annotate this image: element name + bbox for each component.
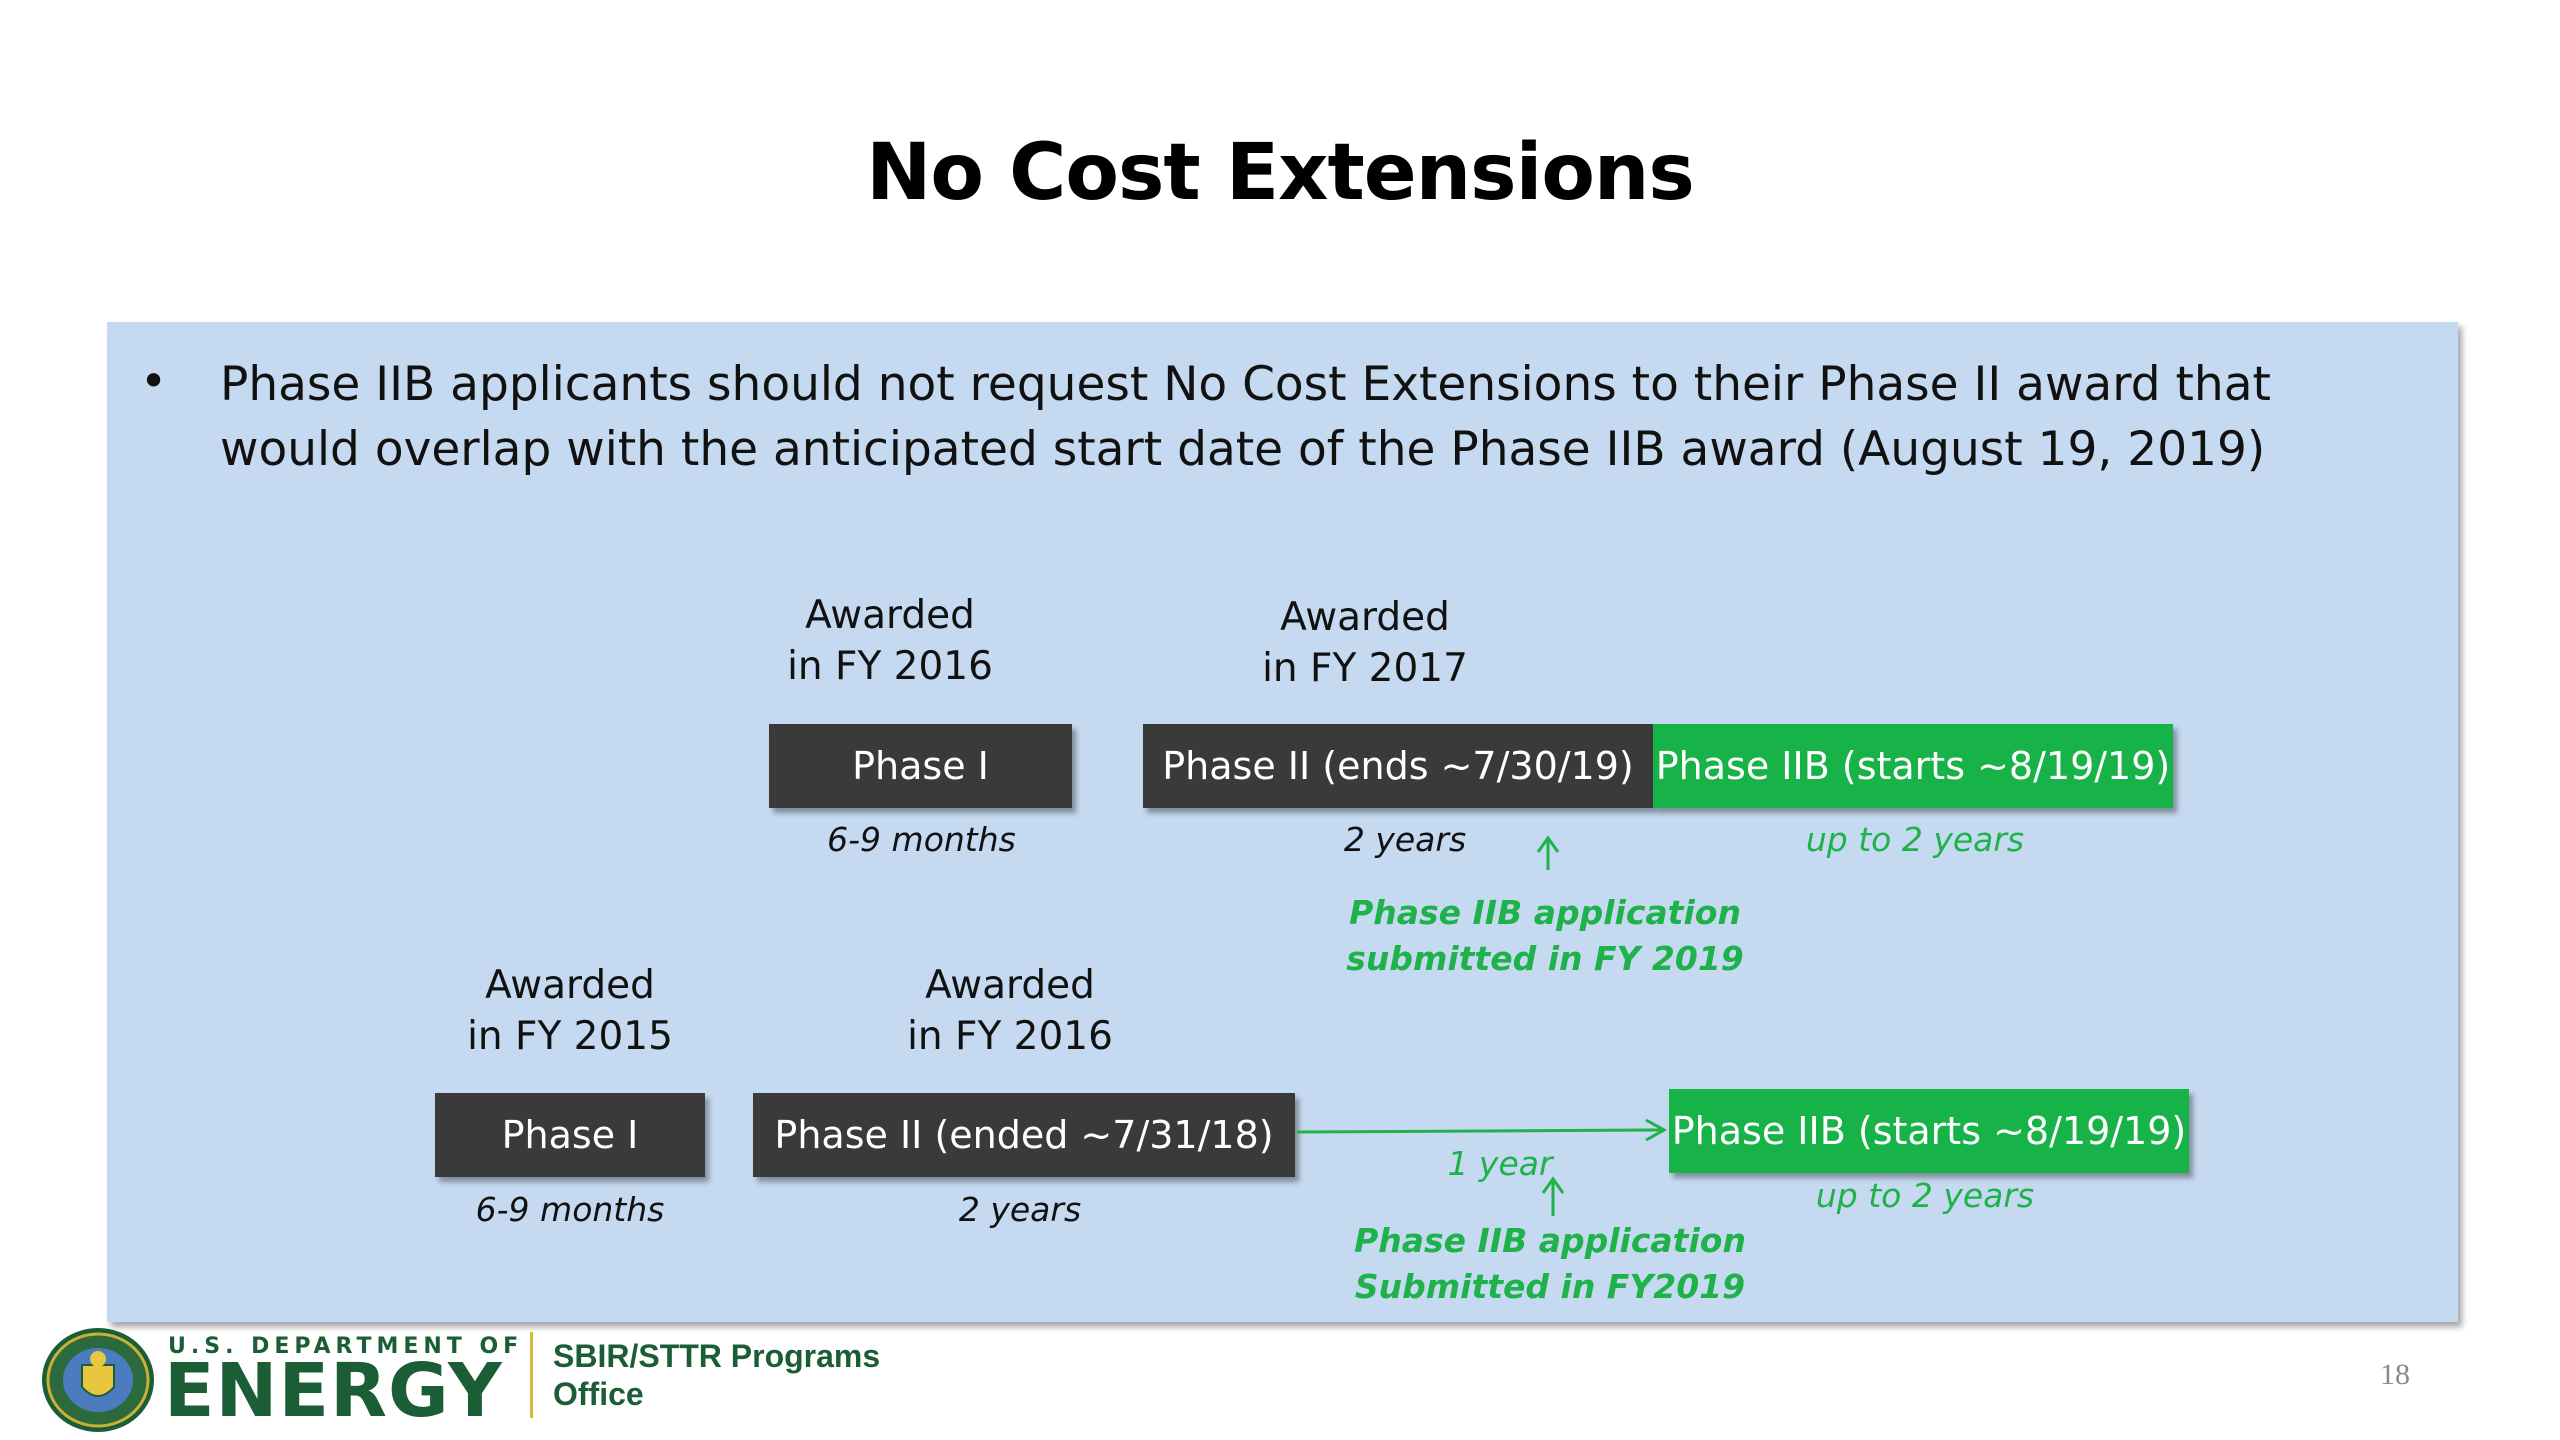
dept-of-label: U.S. DEPARTMENT OF xyxy=(168,1334,524,1359)
row2-gap-label: 1 year xyxy=(1447,1144,1553,1183)
slide-title: No Cost Extensions xyxy=(866,128,1695,218)
page-number: 18 xyxy=(2380,1358,2410,1391)
row2-phase2-duration: 2 years xyxy=(958,1190,1082,1229)
row1-phase2-awarded-label: Awarded in FY 2017 xyxy=(1262,595,1468,691)
footer-divider xyxy=(530,1332,533,1418)
energy-wordmark: ENERGY xyxy=(164,1348,503,1434)
row2-phase1-awarded-label: Awarded in FY 2015 xyxy=(467,963,673,1059)
row2-phase2b-box: Phase IIB (starts ~8/19/19) xyxy=(1669,1089,2189,1173)
row1-phase1-duration: 6-9 months xyxy=(827,820,1016,859)
row1-application-note: Phase IIB application submitted in FY 20… xyxy=(1346,893,1744,978)
row1-phase1-box: Phase I xyxy=(769,724,1072,808)
row1-phase1-awarded-label: Awarded in FY 2016 xyxy=(787,593,993,689)
row2-phase2-awarded-label: Awarded in FY 2016 xyxy=(907,963,1113,1059)
row2-application-note: Phase IIB application Submitted in FY201… xyxy=(1354,1221,1746,1306)
row1-phase2b-duration: up to 2 years xyxy=(1805,820,2025,859)
bullet-marker: • xyxy=(140,354,168,408)
program-office-label: SBIR/STTR Programs Office xyxy=(553,1338,881,1412)
row2-phase1-box: Phase I xyxy=(435,1093,705,1177)
row1-phase2-duration: 2 years xyxy=(1343,820,1467,859)
row1-phase2-box: Phase II (ends ~7/30/19) xyxy=(1143,724,1653,808)
row2-phase2-box: Phase II (ended ~7/31/18) xyxy=(753,1093,1295,1177)
doe-seal-icon xyxy=(42,1328,154,1432)
bullet-text: Phase IIB applicants should not request … xyxy=(220,357,2271,477)
row2-phase1-duration: 6-9 months xyxy=(475,1190,665,1229)
row1-phase2b-box: Phase IIB (starts ~8/19/19) xyxy=(1653,724,2173,808)
row2-phase2b-duration: up to 2 years xyxy=(1815,1176,2035,1215)
